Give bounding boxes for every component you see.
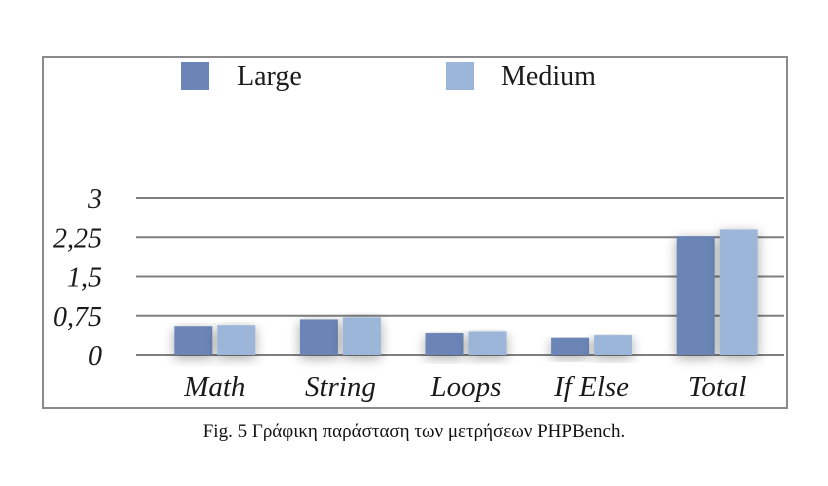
x-category-label: If Else (553, 371, 629, 403)
x-axis-labels: Math String Loops If Else Total (183, 371, 746, 403)
bar-large-loops (425, 333, 464, 355)
bar-medium-math (217, 325, 256, 355)
figure-caption: Fig. 5 Γράφικη παράσταση των μετρήσεων P… (202, 421, 626, 442)
bar-large-if-else (551, 337, 590, 355)
bar-medium-string (342, 317, 381, 355)
legend-label-medium: Medium (501, 61, 596, 92)
x-category-label: Total (688, 371, 747, 403)
bars (174, 229, 758, 355)
y-tick-label: 3 (87, 184, 102, 215)
y-axis-ticks: 0 0,75 1,5 2,25 3 (53, 184, 102, 372)
chart-frame: Large Medium 0 0,75 1,5 2,25 3 Math String Loop… (42, 56, 788, 409)
y-tick-label: 1,5 (67, 263, 102, 294)
gridlines (136, 197, 784, 356)
legend-swatch-large (181, 62, 209, 90)
legend-swatch-medium (446, 62, 474, 90)
bar-large-string (299, 319, 338, 355)
y-tick-label: 0,75 (53, 302, 102, 333)
bar-medium-total (719, 229, 758, 355)
y-tick-label: 0 (88, 341, 102, 372)
x-category-label: Loops (430, 371, 502, 403)
bar-medium-if-else (594, 335, 633, 355)
bar-large-math (174, 326, 213, 355)
x-category-label: Math (183, 371, 245, 403)
bar-chart: Large Medium 0 0,75 1,5 2,25 3 Math String Loop… (53, 61, 784, 403)
legend-label-large: Large (237, 61, 302, 92)
bar-large-total (676, 236, 715, 355)
x-category-label: String (305, 371, 376, 403)
y-tick-label: 2,25 (53, 223, 102, 254)
bar-medium-loops (468, 331, 507, 355)
legend: Large Medium (181, 61, 596, 92)
